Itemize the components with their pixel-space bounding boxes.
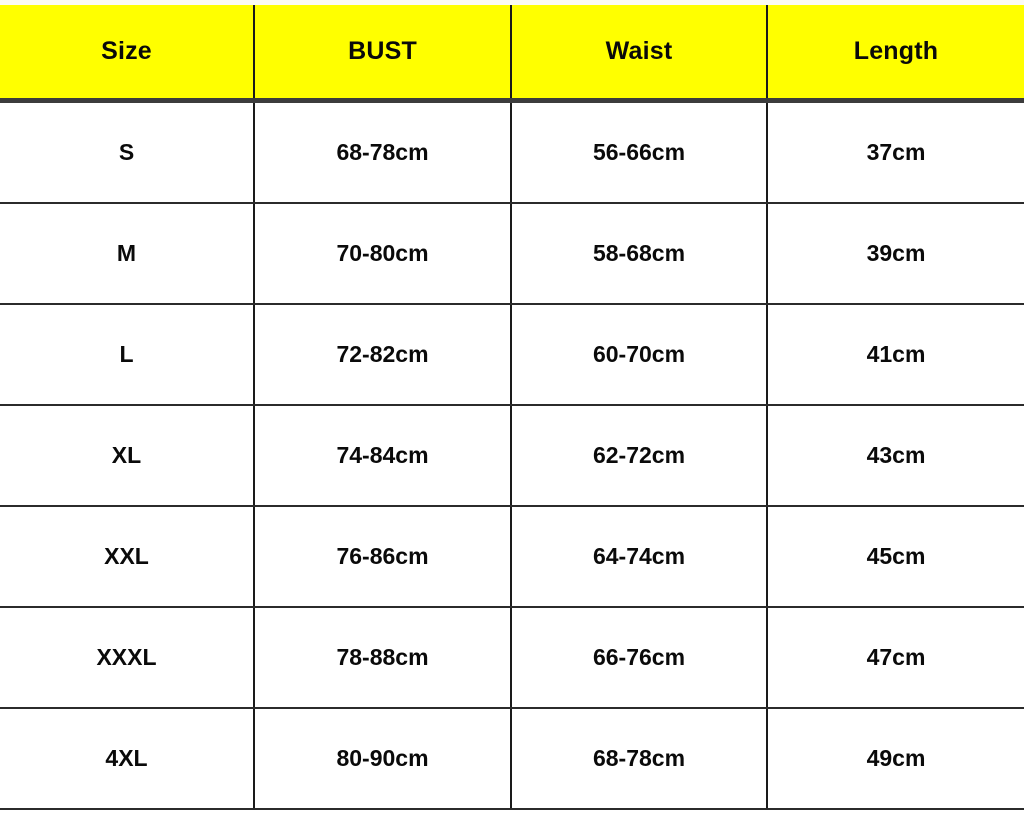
cell-size: XXXL bbox=[0, 607, 255, 709]
table-row: M 70-80cm 58-68cm 39cm bbox=[0, 203, 1024, 305]
cell-length: 45cm bbox=[767, 506, 1024, 608]
table-header: Size BUST Waist Length bbox=[0, 5, 1024, 103]
cell-waist: 66-76cm bbox=[511, 607, 768, 709]
table-row: L 72-82cm 60-70cm 41cm bbox=[0, 304, 1024, 406]
cell-size: M bbox=[0, 203, 255, 305]
column-header-size: Size bbox=[0, 5, 255, 103]
column-header-bust: BUST bbox=[254, 5, 512, 103]
table-row: S 68-78cm 56-66cm 37cm bbox=[0, 100, 1024, 204]
table-row: 4XL 80-90cm 68-78cm 49cm bbox=[0, 708, 1024, 810]
cell-bust: 78-88cm bbox=[254, 607, 512, 709]
cell-length: 47cm bbox=[767, 607, 1024, 709]
cell-waist: 58-68cm bbox=[511, 203, 768, 305]
header-row: Size BUST Waist Length bbox=[0, 5, 1024, 103]
cell-bust: 76-86cm bbox=[254, 506, 512, 608]
table-row: XL 74-84cm 62-72cm 43cm bbox=[0, 405, 1024, 507]
table-row: XXXL 78-88cm 66-76cm 47cm bbox=[0, 607, 1024, 709]
cell-length: 43cm bbox=[767, 405, 1024, 507]
cell-size: L bbox=[0, 304, 255, 406]
cell-bust: 68-78cm bbox=[254, 100, 512, 204]
cell-waist: 68-78cm bbox=[511, 708, 768, 810]
cell-length: 41cm bbox=[767, 304, 1024, 406]
cell-size: XL bbox=[0, 405, 255, 507]
column-header-waist: Waist bbox=[511, 5, 768, 103]
cell-length: 49cm bbox=[767, 708, 1024, 810]
bottom-edge-strip bbox=[0, 810, 1024, 814]
cell-bust: 74-84cm bbox=[254, 405, 512, 507]
cell-size: 4XL bbox=[0, 708, 255, 810]
size-chart-table: Size BUST Waist Length S 68-78cm 56-66cm… bbox=[0, 5, 1024, 810]
cell-length: 37cm bbox=[767, 100, 1024, 204]
cell-waist: 60-70cm bbox=[511, 304, 768, 406]
cell-size: XXL bbox=[0, 506, 255, 608]
cell-waist: 56-66cm bbox=[511, 100, 768, 204]
column-header-length: Length bbox=[767, 5, 1024, 103]
table-body: S 68-78cm 56-66cm 37cm M 70-80cm 58-68cm… bbox=[0, 100, 1024, 810]
cell-bust: 72-82cm bbox=[254, 304, 512, 406]
cell-waist: 62-72cm bbox=[511, 405, 768, 507]
cell-size: S bbox=[0, 100, 255, 204]
table-row: XXL 76-86cm 64-74cm 45cm bbox=[0, 506, 1024, 608]
cell-bust: 80-90cm bbox=[254, 708, 512, 810]
cell-bust: 70-80cm bbox=[254, 203, 512, 305]
cell-waist: 64-74cm bbox=[511, 506, 768, 608]
top-edge-strip bbox=[0, 0, 1024, 5]
cell-length: 39cm bbox=[767, 203, 1024, 305]
